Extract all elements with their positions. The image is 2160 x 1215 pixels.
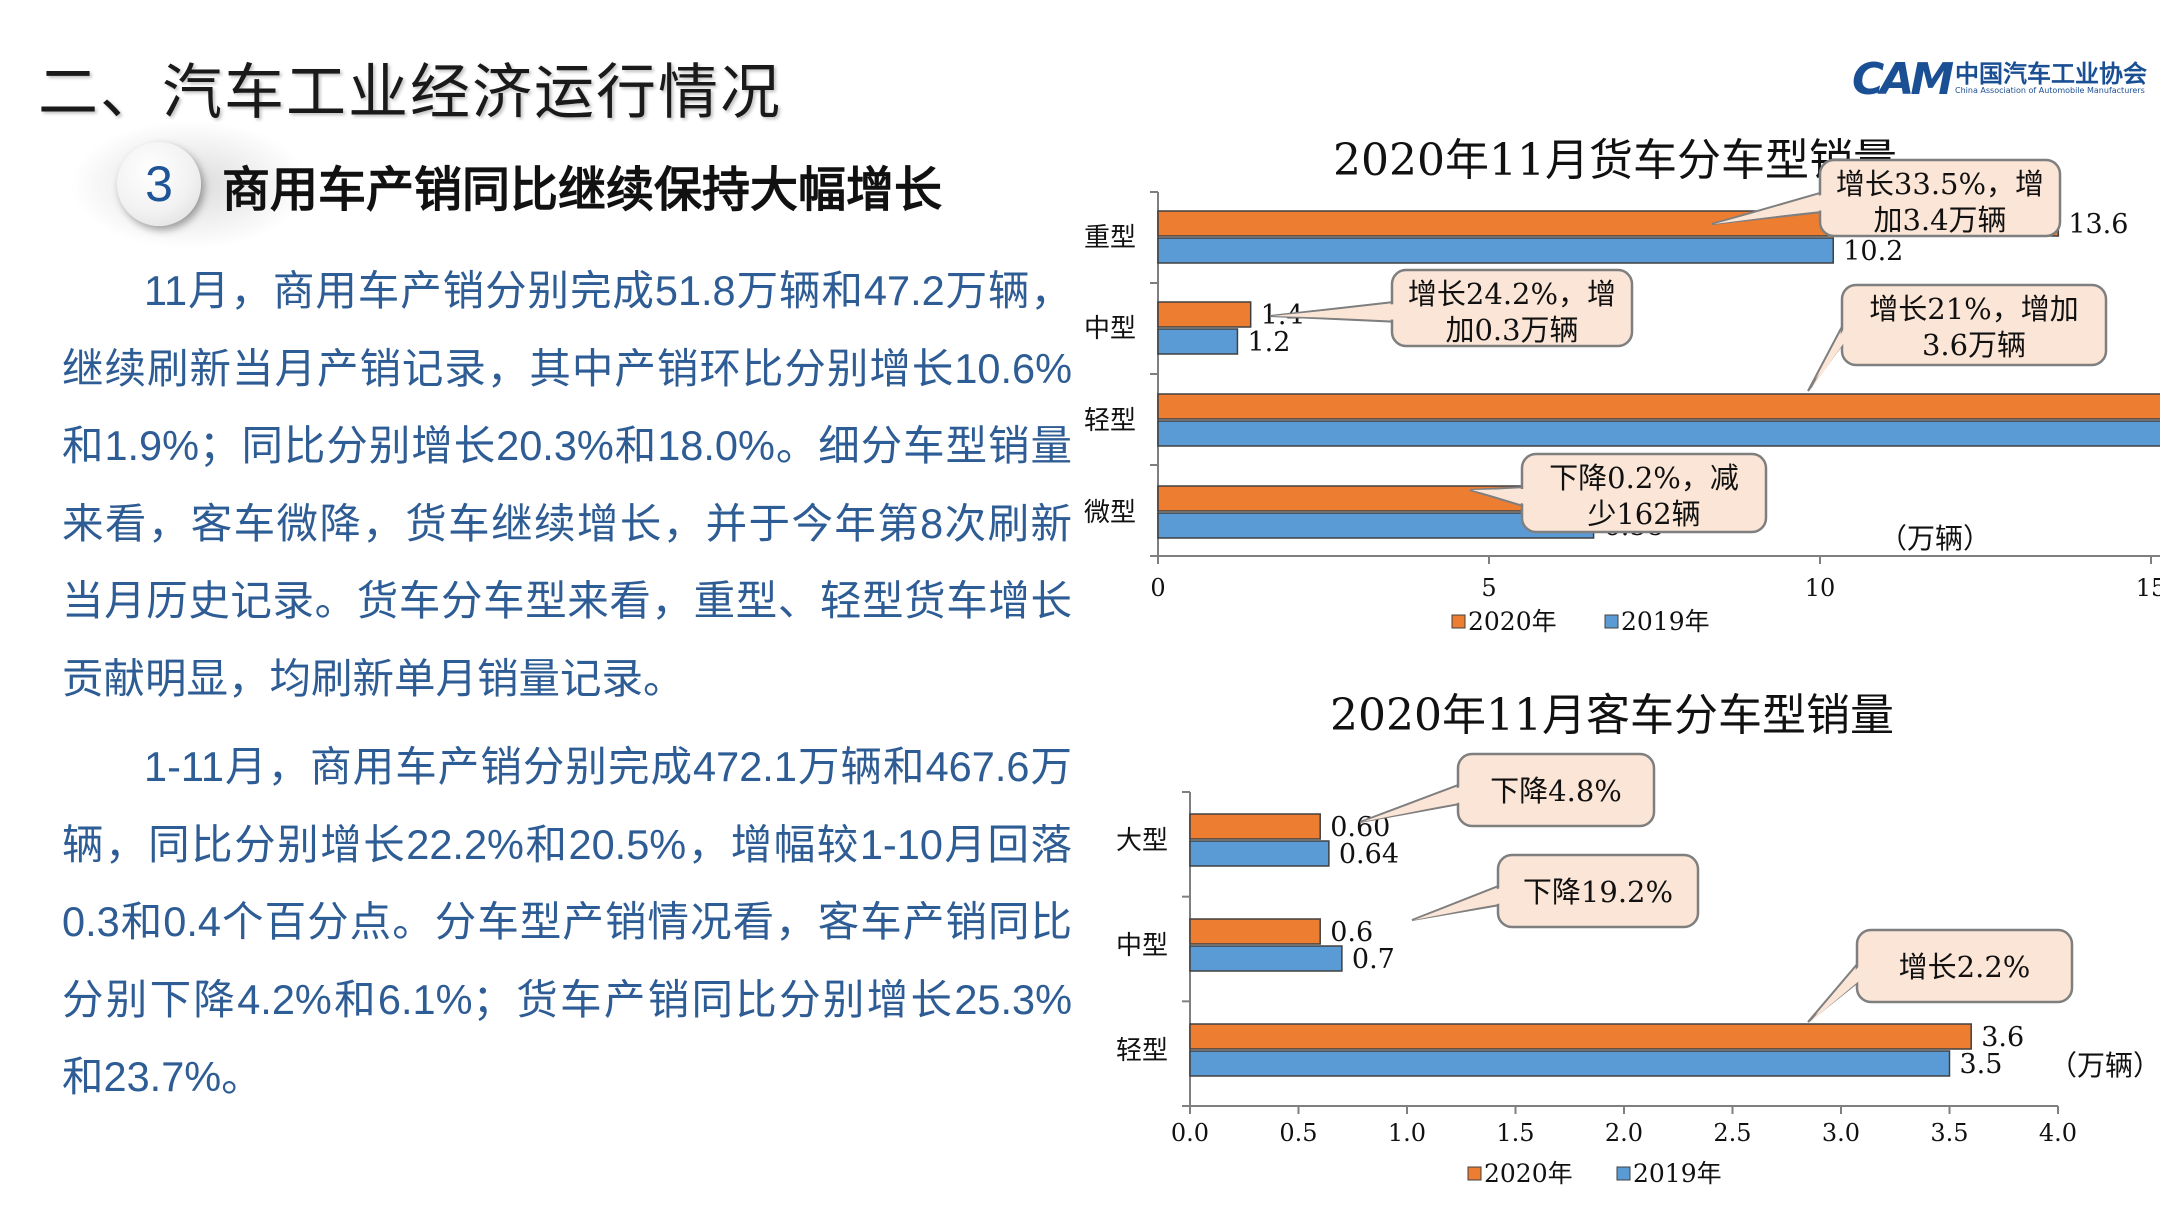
- bus-data-label: 3.6: [1981, 1022, 2024, 1053]
- bus-bar-2020: [1189, 918, 1321, 945]
- truck-unit-label: （万辆）: [1879, 522, 1991, 555]
- truck-callout-text: 下降0.2%，减: [1549, 461, 1739, 495]
- bus-category-label: 轻型: [1116, 1036, 1168, 1066]
- bus-chart-title: 2020年11月客车分车型销量: [1330, 690, 1894, 741]
- body-paragraph-2: 1-11月，商用车产销分别完成472.1万辆和467.6万辆，同比分别增长22.…: [62, 743, 1072, 1100]
- truck-category-label: 轻型: [1084, 406, 1136, 436]
- bus-data-label: 0.7: [1352, 944, 1395, 975]
- body-paragraph-1: 11月，商用车产销分别完成51.8万辆和47.2万辆，继续刷新当月产销记录，其中…: [62, 267, 1072, 702]
- logo-name-cn: 中国汽车工业协会: [1955, 60, 2147, 88]
- truck-callout-pointer-fill: [1714, 193, 1826, 224]
- bus-legend-label: 2019年: [1633, 1159, 1722, 1188]
- bus-callout-pointer: [1807, 956, 1862, 1023]
- bus-callout-pointer-fill: [1362, 785, 1464, 822]
- truck-legend-swatch: [1604, 614, 1619, 629]
- bus-callout-box: [1855, 928, 2074, 1004]
- bus-x-tick-label: 0.5: [1279, 1119, 1317, 1147]
- truck-callout-box: [1840, 283, 2108, 367]
- bus-x-tick-label: 1.0: [1388, 1119, 1426, 1147]
- bus-bar-2019: [1189, 840, 1330, 867]
- bus-callout-text: 增长2.2%: [1899, 950, 2031, 984]
- bus-legend-swatch: [1616, 1166, 1631, 1181]
- truck-bar-2019: [1157, 328, 1239, 355]
- truck-data-label: 10.2: [1843, 236, 1903, 267]
- bus-x-tick-label: 1.5: [1496, 1119, 1534, 1147]
- bus-x-tick-label: 3.5: [1930, 1119, 1968, 1147]
- truck-callout-text: 加0.3万辆: [1445, 313, 1578, 347]
- bus-x-tick-label: 2.5: [1713, 1119, 1751, 1147]
- bus-unit-label: （万辆）: [2049, 1049, 2160, 1082]
- truck-x-tick-label: 15: [2136, 574, 2160, 602]
- truck-legend-label: 2020年: [1468, 607, 1557, 636]
- bus-x-tick-label: 2.0: [1605, 1119, 1643, 1147]
- bus-callout-pointer-fill: [1414, 886, 1504, 920]
- truck-callout-text: 增长24.2%，增: [1408, 277, 1616, 311]
- bus-x-tick-label: 4.0: [2039, 1119, 2077, 1147]
- bus-data-label: 3.5: [1960, 1049, 2003, 1080]
- truck-data-label: 13.6: [2068, 209, 2128, 240]
- logo-name-en: China Association of Automobile Manufact…: [1955, 86, 2145, 95]
- bus-x-tick-label: 0.0: [1171, 1119, 1209, 1147]
- bus-legend-label: 2020年: [1484, 1159, 1573, 1188]
- truck-category-label: 重型: [1084, 223, 1136, 253]
- bus-bar-2020: [1189, 1023, 1972, 1050]
- bus-callout-pointer-fill: [1810, 961, 1863, 1022]
- bus-callout-text: 下降19.2%: [1523, 875, 1673, 909]
- bus-callout-text: 下降4.8%: [1490, 774, 1622, 808]
- truck-callout-text: 3.6万辆: [1922, 328, 2026, 362]
- truck-chart-title: 2020年11月货车分车型销量: [1333, 135, 1897, 186]
- truck-x-tick-label: 0: [1150, 574, 1165, 602]
- truck-callout-text: 少162辆: [1587, 497, 1700, 531]
- truck-x-tick-label: 10: [1805, 574, 1836, 602]
- section-number-badge: 3: [117, 142, 201, 226]
- slide-title: 二、汽车工业经济运行情况: [38, 58, 782, 128]
- bus-category-label: 大型: [1116, 826, 1168, 856]
- truck-bar-2019: [1157, 420, 2160, 447]
- truck-callout-text: 增长21%，增加: [1869, 292, 2078, 326]
- bus-legend-swatch: [1467, 1166, 1482, 1181]
- bus-bar-2020: [1189, 813, 1321, 840]
- bus-data-label: 0.64: [1339, 839, 1399, 870]
- cam-logo-icon: CAM: [1852, 54, 1954, 105]
- truck-callout-pointer-fill: [1472, 488, 1528, 505]
- truck-bar-2020: [1157, 393, 2160, 420]
- truck-bar-2019: [1157, 237, 1834, 264]
- truck-callout-text: 增长33.5%，增: [1836, 167, 2044, 201]
- truck-x-tick-label: 5: [1481, 574, 1496, 602]
- truck-legend-swatch: [1451, 614, 1466, 629]
- section-heading: 商用车产销同比继续保持大幅增长: [222, 162, 943, 218]
- truck-data-label: 1.2: [1247, 327, 1290, 358]
- bus-data-label: 0.6: [1330, 917, 1373, 948]
- bus-bar-2019: [1189, 945, 1343, 972]
- bus-x-tick-label: 3.0: [1822, 1119, 1860, 1147]
- truck-callout-pointer-fill: [1810, 321, 1848, 391]
- truck-callout-text: 加3.4万辆: [1873, 203, 2006, 237]
- truck-bar-2020: [1157, 301, 1252, 328]
- truck-legend-label: 2019年: [1621, 607, 1710, 636]
- bus-bar-2019: [1189, 1050, 1951, 1077]
- bus-category-label: 中型: [1116, 931, 1168, 961]
- truck-category-label: 中型: [1084, 314, 1136, 344]
- truck-callout-pointer-fill: [1272, 303, 1398, 320]
- truck-callout-pointer: [1807, 318, 1847, 392]
- truck-category-label: 微型: [1084, 498, 1136, 528]
